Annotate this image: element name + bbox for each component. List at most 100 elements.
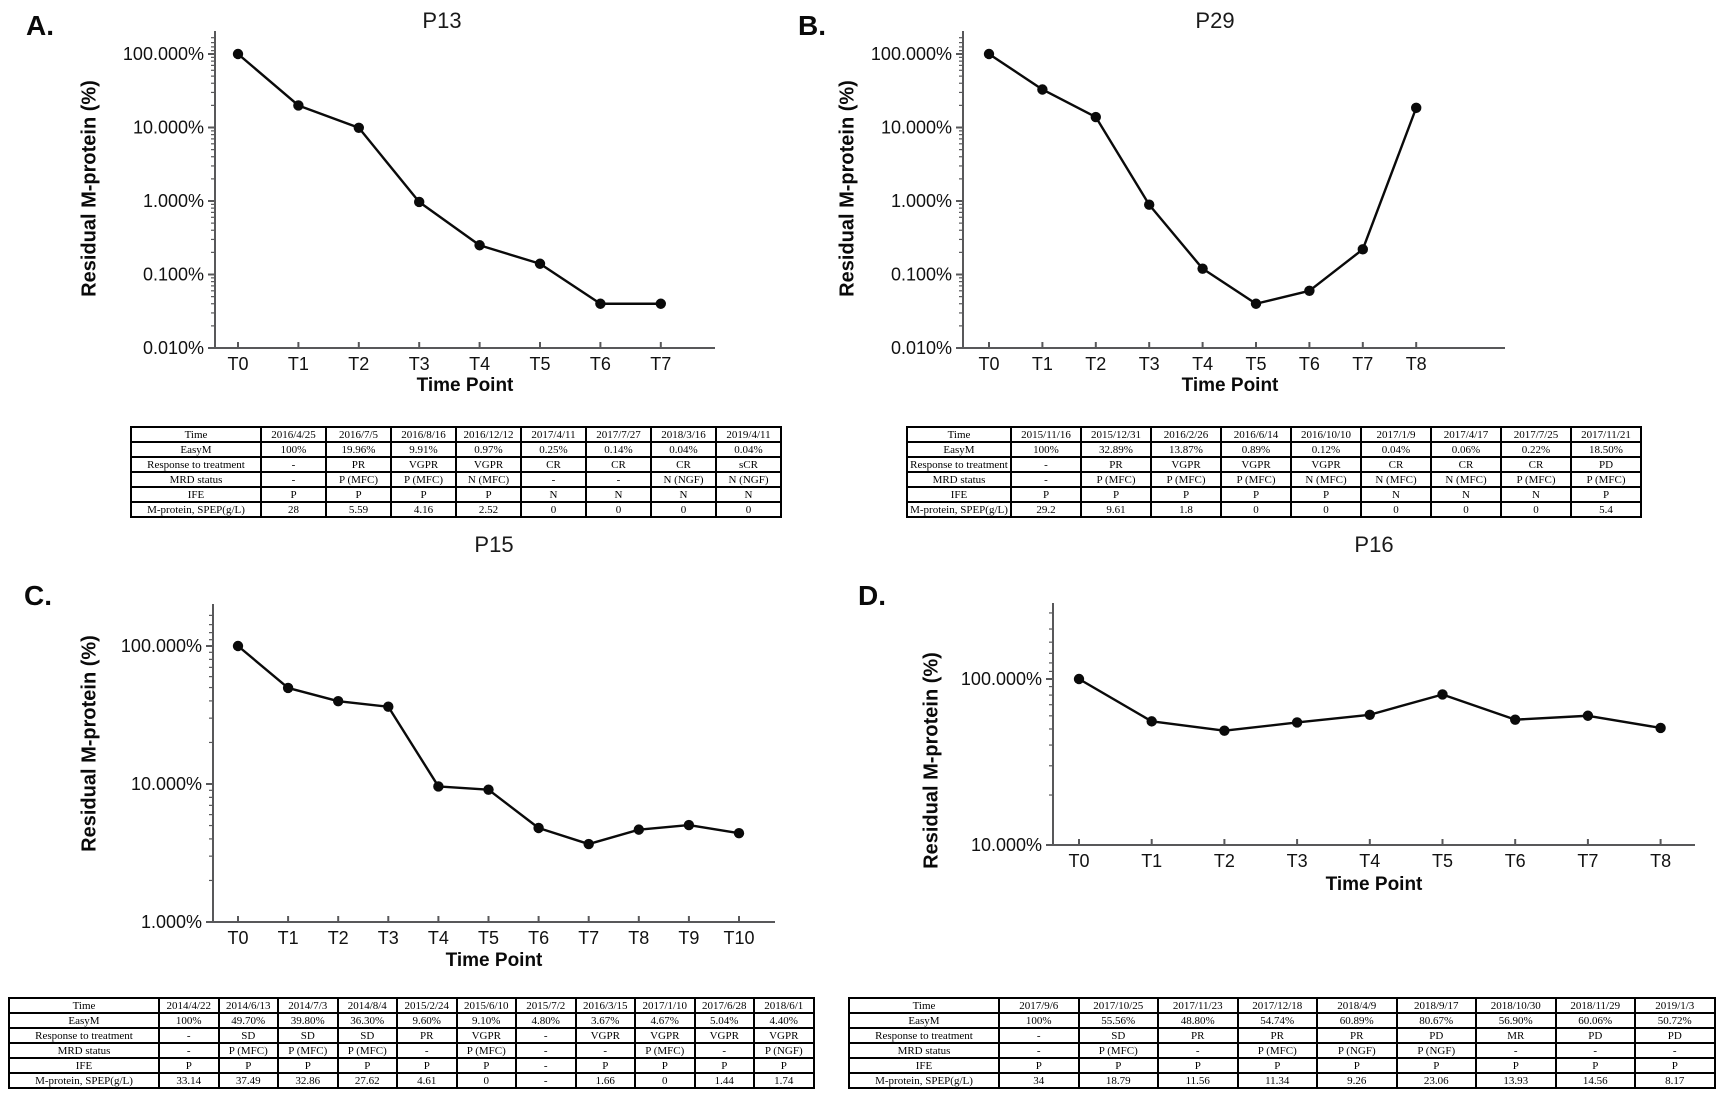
table-cell: 5.04% [693,1012,755,1029]
table-cell: CR [585,456,652,473]
table-cell: P [158,1057,220,1074]
table-panel-c: Time 2014/4/22 2014/6/13 2014/7/3 2014/8/4 20… [8,997,815,1089]
table-cell: VGPR [455,1027,517,1044]
x-tick-label: T3 [1139,354,1160,374]
table-cell: P [693,1057,755,1074]
x-tick-label: T1 [1032,354,1053,374]
table-cell: P (MFC) [634,1042,696,1059]
x-tick-label: T3 [1287,851,1308,871]
table-cell: P [277,1057,339,1074]
row-label: EasyM [130,441,262,458]
table-row: Time 2015/11/16 2015/12/31 2016/2/26 2016/6/… [906,426,1642,443]
table-cell: 4.67% [634,1012,696,1029]
chart-title-p13: P13 [422,8,462,33]
table-cell: - [158,1042,220,1059]
table-cell: 60.06% [1554,1012,1636,1029]
data-point [1655,722,1666,734]
data-point [1357,244,1369,255]
table-cell: P (MFC) [336,1042,398,1059]
table-cell: 11.56 [1157,1072,1239,1089]
table-cell: P [1010,486,1082,503]
table-cell: 2016/7/5 [325,426,392,443]
panel-letter-a: A. [26,10,54,41]
table-cell: - [585,471,652,488]
x-tick-label: T0 [227,928,248,948]
table-cell: N [1430,486,1502,503]
x-tick-label: T7 [1577,851,1598,871]
y-axis-label-c: Residual M-protein (%) [78,635,101,852]
table-cell: P [1080,486,1152,503]
table-cell: 1.44 [693,1072,755,1089]
table-cell: VGPR [574,1027,636,1044]
table-row: M-protein, SPEP(g/L) 29.2 9.61 1.8 0 0 0 0 0 5.4 [906,501,1642,518]
table-row: MRD status - P (MFC) - P (MFC) P (NGF) P (NGF)… [848,1042,1716,1059]
table-row: EasyM 100% 49.70% 39.80% 36.30% 9.60% 9.10% 4.8… [8,1012,815,1029]
table-cell: 1.8 [1150,501,1222,518]
table-cell: P (MFC) [1080,471,1152,488]
table-cell: 2017/11/23 [1157,997,1239,1014]
data-point [655,298,666,309]
row-label: Time [906,426,1012,443]
table-cell: N [1360,486,1432,503]
table-cell: 9.60% [396,1012,458,1029]
table-cell: P (MFC) [325,471,392,488]
table-cell: 2015/6/10 [455,997,517,1014]
table-cell: 39.80% [277,1012,339,1029]
table-cell: 0 [1290,501,1362,518]
data-line [237,53,661,305]
table-cell: - [998,1042,1080,1059]
table-cell: 13.87% [1150,441,1222,458]
table-cell: 2019/1/3 [1634,997,1716,1014]
table-cell: P [1475,1057,1557,1074]
table-cell: - [1634,1042,1716,1059]
row-label: Time [8,997,160,1014]
table-cell: P [1077,1057,1159,1074]
table-cell: 11.34 [1236,1072,1318,1089]
table-cell: 100% [998,1012,1080,1029]
table-cell: CR [1500,456,1572,473]
x-axis-label-a: Time Point [416,375,514,396]
row-label: IFE [8,1057,160,1074]
panel-letter-d: D. [858,580,886,611]
y-tick-label: 100.000% [123,44,204,64]
table-cell: - [1554,1042,1636,1059]
x-tick-label: T8 [628,928,649,948]
table-cell: P [455,1057,517,1074]
table-cell: P [336,1057,398,1074]
table-row: M-protein, SPEP(g/L) 33.14 37.49 32.86 27.62… [8,1072,815,1089]
row-label: MRD status [130,471,262,488]
y-tick-label: 0.010% [143,338,204,358]
table-cell: PD [1634,1027,1716,1044]
table-cell: 1.74 [753,1072,815,1089]
x-tick-label: T6 [590,354,611,374]
table-cell: 2014/7/3 [277,997,339,1014]
table-cell: 0 [1430,501,1502,518]
table-cell: P [325,486,392,503]
table-cell: 2018/10/30 [1475,997,1557,1014]
panel-letter-b: B. [798,10,826,41]
table-cell: P [1570,486,1642,503]
data-point [1304,285,1315,297]
row-label: IFE [848,1057,1000,1074]
table-cell: 0 [715,501,782,518]
table-cell: 2016/4/25 [260,426,327,443]
data-point [983,48,995,60]
table-cell: N (MFC) [455,471,522,488]
x-axis-label-d: Time Point [1325,874,1423,895]
table-cell: 100% [260,441,327,458]
x-tick-label: T5 [529,354,550,374]
table-cell: 2017/9/6 [998,997,1080,1014]
table-cell: - [260,456,327,473]
table-cell: P (MFC) [390,471,457,488]
table-cell: - [515,1042,577,1059]
table-cell: 2016/2/26 [1150,426,1222,443]
table-cell: 49.70% [217,1012,279,1029]
table-cell: 2017/1/9 [1360,426,1432,443]
row-label: Time [130,426,262,443]
table-cell: 0.04% [715,441,782,458]
table-cell: PR [1157,1027,1239,1044]
table-cell: VGPR [1220,456,1292,473]
table-cell: P [1220,486,1292,503]
table-cell: CR [650,456,717,473]
table-cell: PR [325,456,392,473]
